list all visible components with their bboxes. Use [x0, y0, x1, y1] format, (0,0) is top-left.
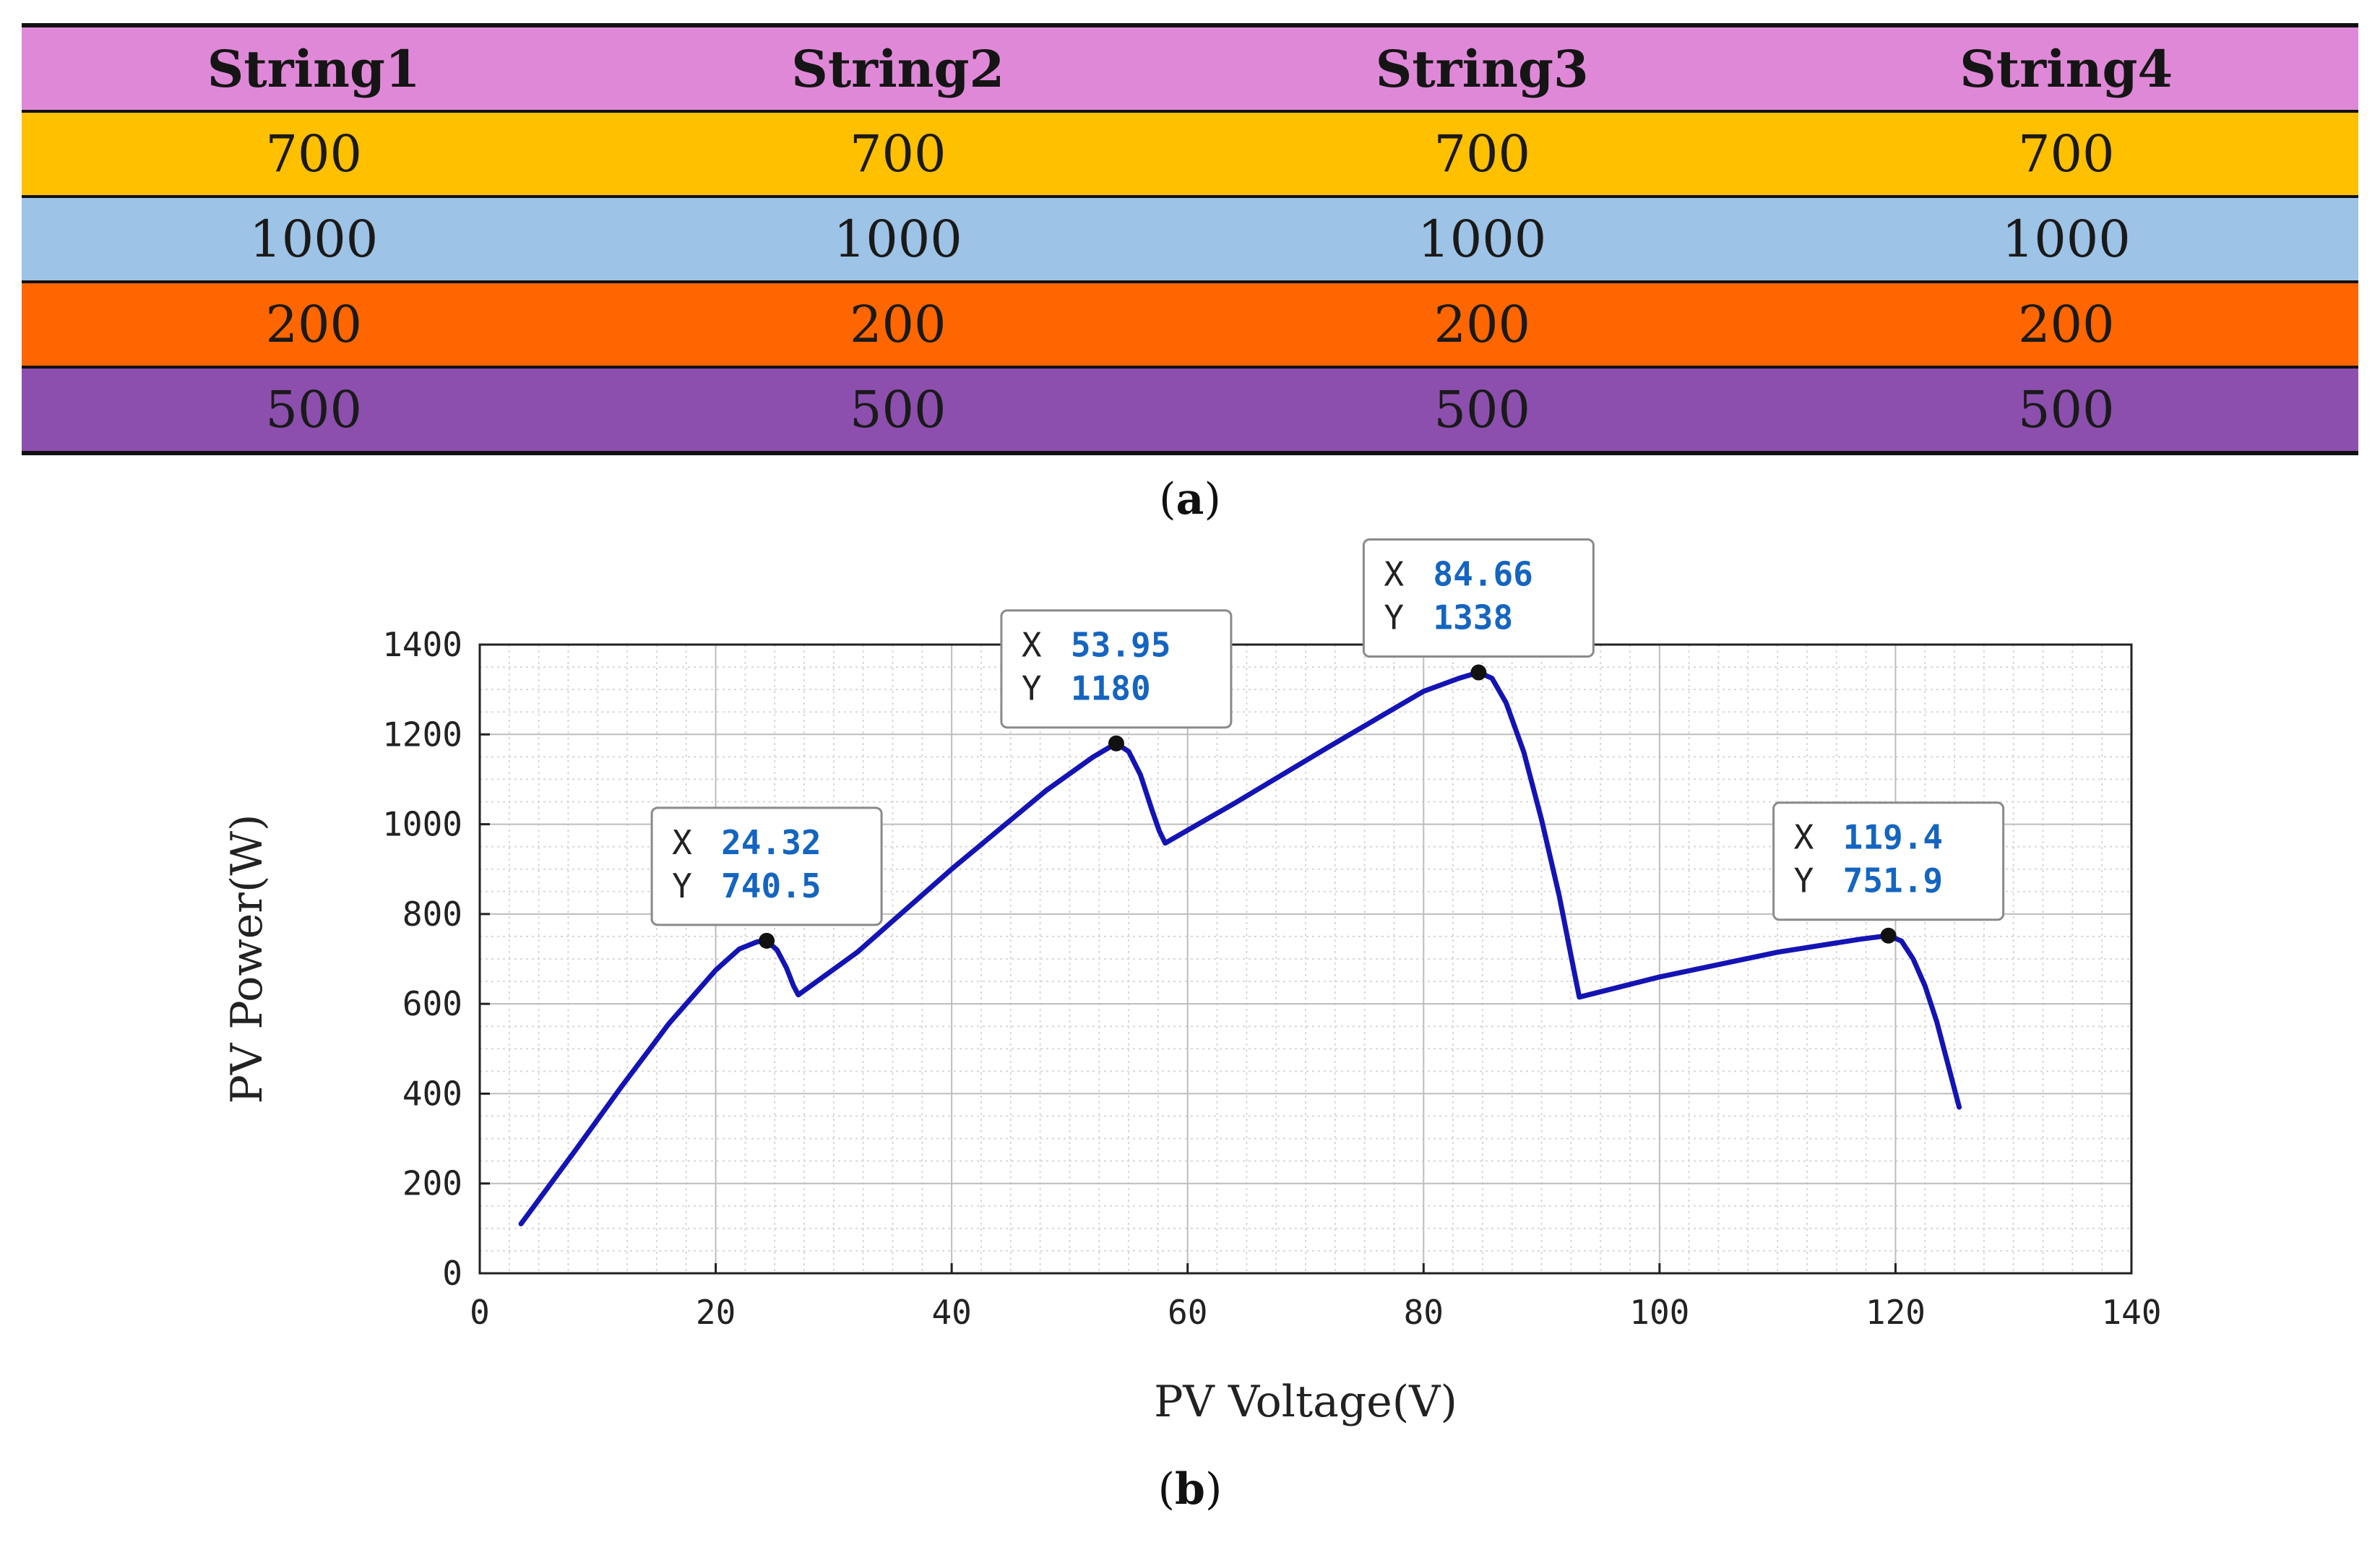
plot-frame: [478, 643, 2133, 1275]
table-header-row: String1 String2 String3 String4: [22, 25, 2358, 111]
data-tip-box: [650, 806, 883, 926]
table-cell: 500: [1433, 380, 1531, 439]
table-cell: 200: [849, 295, 947, 354]
x-tick-label: 0: [470, 1293, 490, 1332]
data-tip-x-value: 119.4: [1843, 818, 1943, 857]
y-tick-label: 0: [442, 1254, 462, 1293]
data-tip-marker: [759, 932, 775, 949]
y-tick-label: 1200: [382, 715, 462, 754]
data-tip-box: [1362, 538, 1595, 658]
data-tip: X 119.4 Y 751.9: [1772, 801, 2005, 944]
table-cell: 200: [2017, 295, 2115, 354]
y-tick-label: 800: [402, 895, 462, 934]
data-tip-y-label: Y: [672, 866, 692, 905]
caption-b: (b): [1157, 1464, 1223, 1515]
table-row: 500 500 500 500: [22, 367, 2358, 453]
data-tip-x-value: 24.32: [721, 823, 821, 862]
x-tick-label: 80: [1404, 1293, 1444, 1332]
data-tip-marker: [1108, 735, 1124, 752]
x-tick-label: 140: [2101, 1293, 2161, 1332]
header-string4: String4: [1959, 38, 2173, 99]
table-cell: 700: [1433, 124, 1531, 184]
table-cell: 500: [2017, 380, 2115, 439]
irradiance-table: String1 String2 String3 String4 700 700 …: [22, 23, 2358, 455]
table-cell: 1000: [833, 210, 962, 269]
table-row: 1000 1000 1000 1000: [22, 197, 2358, 282]
x-tick-label: 120: [1866, 1293, 1926, 1332]
data-tip-x-label: X: [1022, 626, 1042, 665]
data-tip-y-value: 1180: [1071, 669, 1151, 708]
table-cell: 500: [265, 380, 363, 439]
y-tick-label: 600: [402, 984, 462, 1023]
data-tip-y-label: Y: [1384, 598, 1404, 637]
x-axis-title: PV Voltage(V): [1154, 1377, 1457, 1427]
caption-a: (a): [1159, 474, 1221, 525]
x-tick-label: 100: [1629, 1293, 1689, 1332]
table-row: 700 700 700 700: [22, 111, 2358, 197]
y-axis-title: PV Power(W): [222, 814, 272, 1104]
table-cell: 200: [1433, 295, 1531, 354]
header-string2: String2: [791, 38, 1005, 99]
y-tick-label: 200: [402, 1164, 462, 1203]
table-cell: 700: [2017, 124, 2115, 184]
y-tick-label: 1000: [382, 805, 462, 844]
table-cell: 1000: [249, 210, 379, 269]
table-cell: 700: [265, 124, 363, 184]
table-row: 200 200 200 200: [22, 282, 2358, 367]
table-cell: 1000: [2001, 210, 2131, 269]
data-tip-box: [1772, 801, 2005, 921]
table-cell: 1000: [1418, 210, 1547, 269]
table-cell: 500: [849, 380, 947, 439]
data-tip: X 53.95 Y 1180: [1000, 609, 1233, 752]
header-string1: String1: [207, 38, 421, 99]
table-cell: 200: [265, 295, 363, 354]
data-tip-x-value: 84.66: [1433, 555, 1532, 594]
data-tip-marker: [1880, 927, 1897, 944]
data-tip-x-label: X: [672, 823, 692, 862]
data-tip-y-value: 740.5: [721, 866, 821, 905]
table-cell: 700: [849, 124, 947, 184]
y-tick-label: 1400: [382, 625, 462, 664]
x-tick-label: 40: [931, 1293, 971, 1332]
data-tip-y-label: Y: [1794, 861, 1814, 900]
data-tip-y-value: 1338: [1433, 598, 1513, 637]
y-tick-label: 400: [402, 1074, 462, 1113]
data-tip-x-label: X: [1794, 818, 1814, 857]
x-tick-label: 60: [1168, 1293, 1207, 1332]
data-tip: X 24.32 Y 740.5: [650, 806, 883, 949]
data-tip-y-label: Y: [1022, 669, 1042, 708]
data-tip-x-label: X: [1384, 555, 1404, 594]
data-tip-x-value: 53.95: [1071, 626, 1170, 665]
data-tip-y-value: 751.9: [1843, 861, 1943, 900]
data-tip: X 84.66 Y 1338: [1362, 538, 1595, 681]
data-tip-marker: [1470, 664, 1487, 681]
x-tick-label: 20: [696, 1293, 736, 1332]
header-string3: String3: [1375, 38, 1589, 99]
data-tip-box: [1000, 609, 1233, 729]
